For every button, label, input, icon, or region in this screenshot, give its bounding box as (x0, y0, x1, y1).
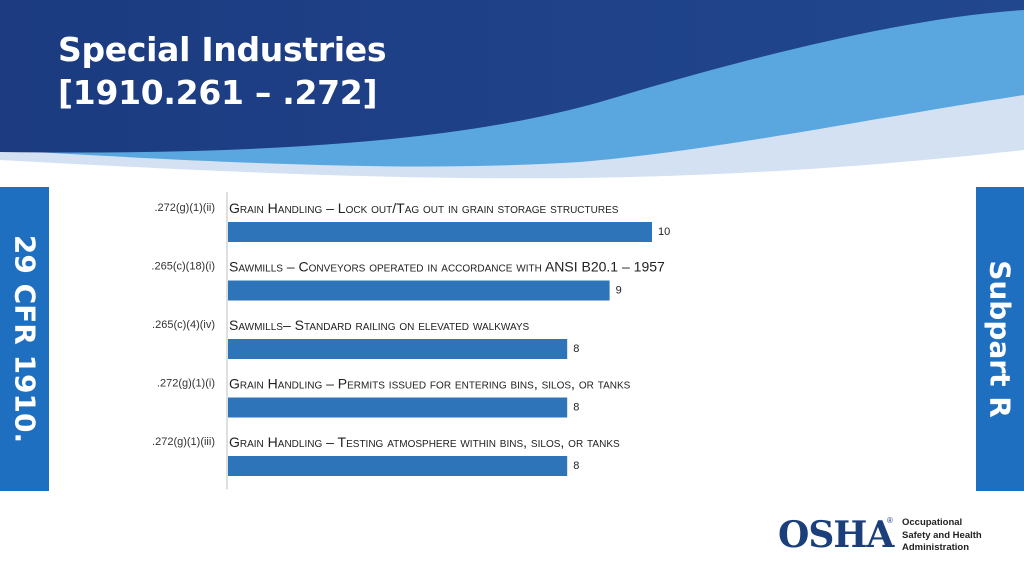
category-label: Grain Handling – Lock out/Tag out in gra… (229, 200, 619, 216)
data-label: 8 (573, 343, 579, 355)
agency-name: Occupational Safety and Health Administr… (902, 517, 982, 555)
title-line-1: Special Industries (58, 30, 387, 69)
right-tab-label: Subpart R (983, 260, 1017, 418)
header-banner (0, 0, 1024, 190)
data-label: 8 (573, 402, 579, 414)
bar-chart: .272(g)(1)(ii) Grain Handling – Lock out/… (151, 192, 670, 490)
bar (228, 397, 568, 418)
bar (228, 222, 652, 242)
bar (228, 280, 610, 301)
category-ref-label: .272(g)(1)(iii) (152, 436, 215, 448)
title-line-2: [1910.261 – .272] (58, 73, 378, 112)
category-ref-label: .265(c)(18)(i) (151, 261, 215, 273)
category-ref-label: .265(c)(4)(iv) (152, 319, 215, 331)
category-label: Sawmills– Standard railing on elevated w… (229, 317, 530, 333)
category-ref-label: .272(g)(1)(i) (157, 378, 215, 390)
agency-name-line: Administration (902, 542, 970, 553)
data-label: 10 (658, 226, 670, 238)
category-ref-label: .272(g)(1)(ii) (154, 202, 215, 214)
agency-name-line: Safety and Health (902, 529, 982, 541)
registered-mark: ® (887, 516, 893, 525)
osha-logo-mark: OSHA (778, 514, 894, 556)
agency-name-line: Occupational (902, 517, 963, 528)
osha-logo: OSHA ® Occupational Safety and Health Ad… (778, 512, 998, 558)
category-label: Sawmills – Conveyors operated in accorda… (229, 259, 665, 275)
category-label: Grain Handling – Testing atmosphere with… (229, 434, 620, 450)
data-label: 9 (616, 285, 622, 297)
left-tab-label: 29 CFR 1910. (8, 234, 41, 444)
bar (228, 339, 568, 359)
bar (228, 456, 568, 476)
right-side-tab: Subpart R (976, 187, 1024, 491)
data-label: 8 (573, 460, 579, 472)
left-side-tab: 29 CFR 1910. (0, 187, 49, 491)
category-label: Grain Handling – Permits issued for ente… (229, 376, 631, 392)
page-title: Special Industries [1910.261 – .272] (58, 28, 387, 114)
